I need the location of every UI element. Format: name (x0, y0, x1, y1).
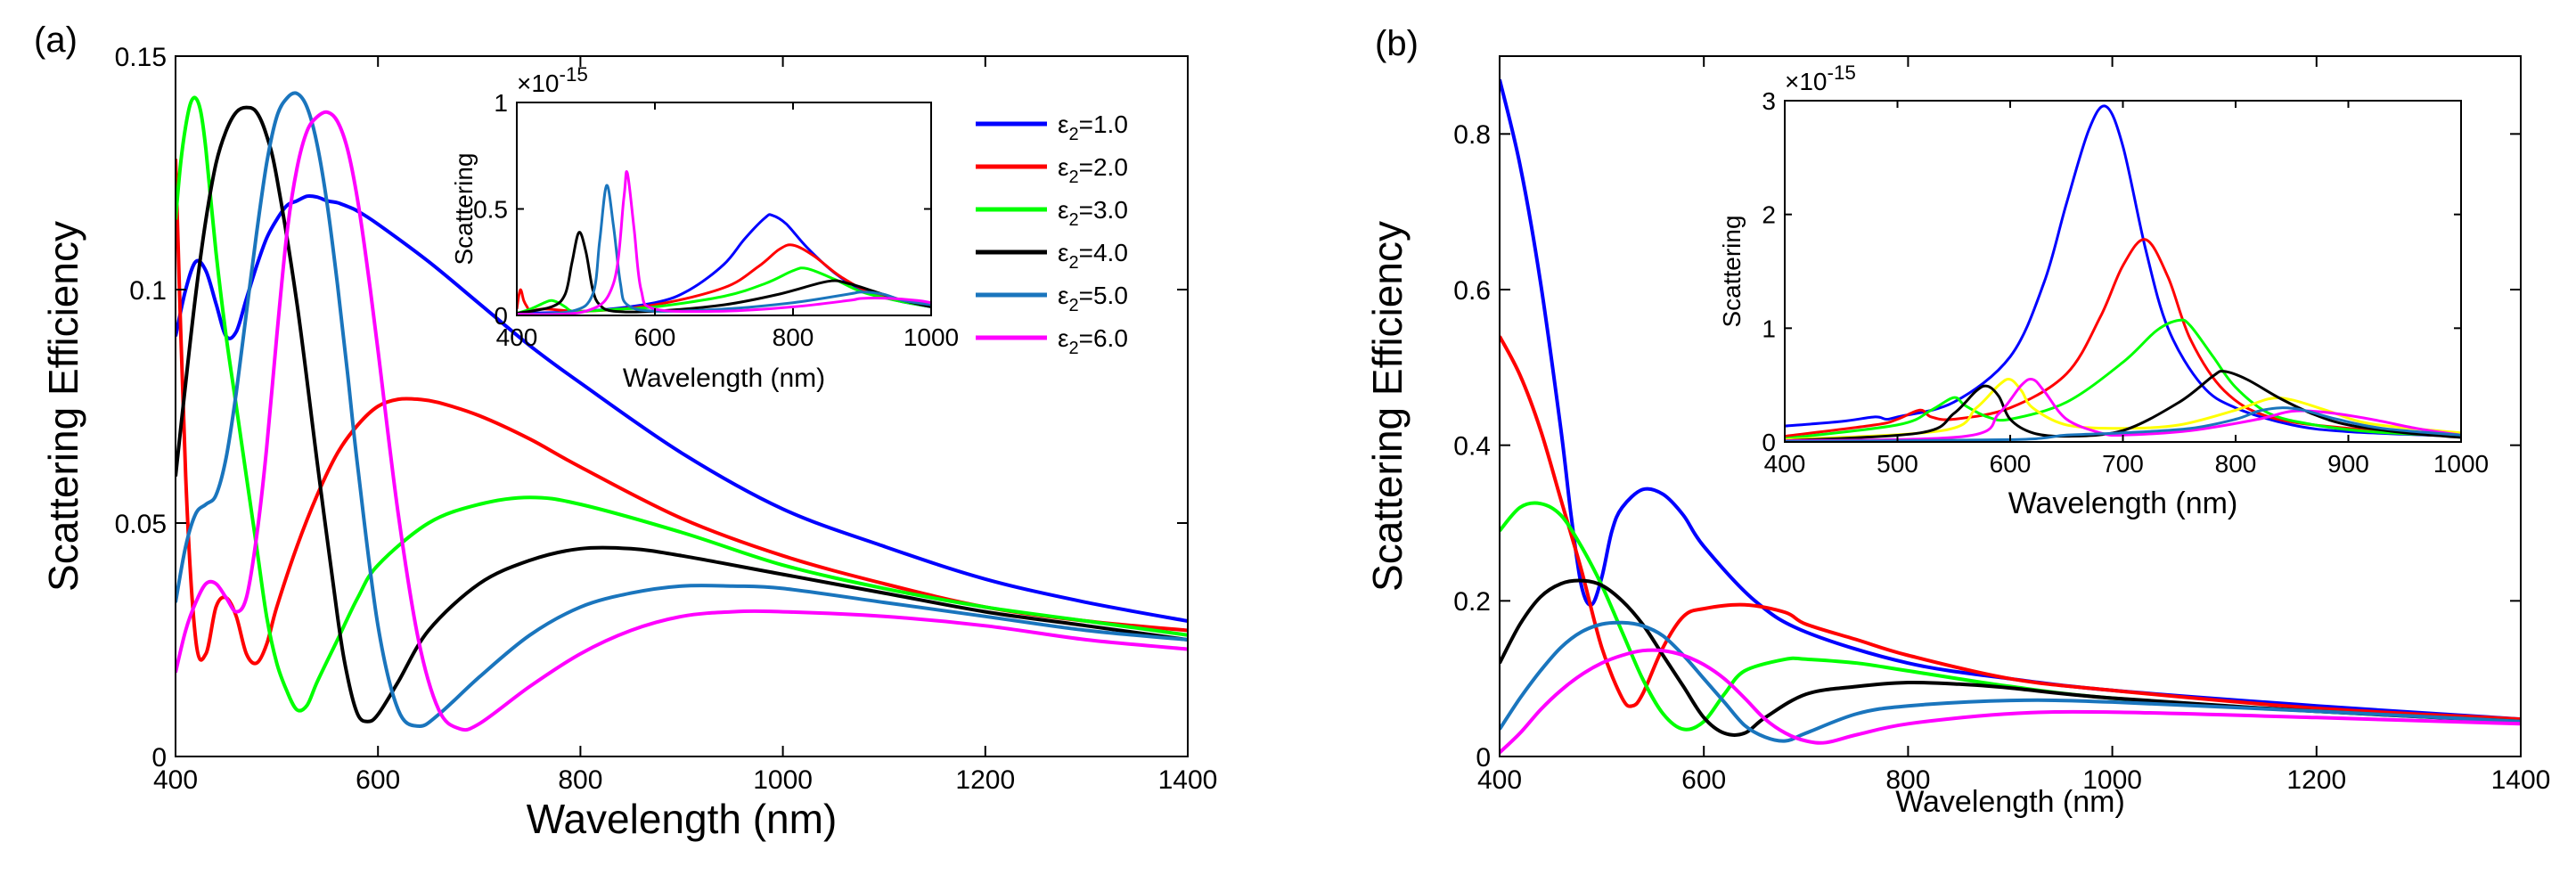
y-tick-label-a_main-1: 0.05 (115, 510, 167, 539)
x-tick-label-a_inset-1: 600 (634, 323, 676, 351)
x-tick-label-b_main-1: 600 (1681, 765, 1726, 795)
y-axis-label-a_main: Scattering Efficiency (40, 221, 86, 592)
y-tick-label-b_inset-1: 1 (1762, 315, 1776, 342)
x-tick-label-a_inset-3: 1000 (904, 323, 959, 351)
x-tick-label-b_inset-5: 900 (2327, 450, 2369, 478)
series-group-a_inset (517, 170, 931, 315)
x-tick-label-b_inset-6: 1000 (2433, 450, 2489, 478)
y-tick-label-b_main-4: 0.8 (1453, 120, 1491, 150)
legend: ε2=1.0 ε2=2.0 ε2=3.0 ε2=4.0 ε2=5.0 ε2=6.0 (976, 110, 1128, 358)
x-tick-label-b_inset-4: 800 (2215, 450, 2257, 478)
x-axis-label-b_main: Wavelength (nm) (1895, 785, 2125, 819)
x-axis-label-a_inset: Wavelength (nm) (623, 364, 825, 393)
legend-label-0: ε2=1.0 (1058, 110, 1128, 144)
series-line-a_main-4 (176, 91, 1188, 728)
x-tick-label-b_inset-3: 700 (2102, 450, 2144, 478)
series-line-a_inset-3 (517, 231, 931, 315)
series-group-b_main (1500, 78, 2521, 755)
x-tick-label-b_inset-0: 400 (1764, 450, 1806, 478)
x-tick-label-a_main-2: 800 (558, 765, 602, 795)
y-tick-label-a_inset-0: 0 (494, 302, 508, 330)
x-axis-label-a_main: Wavelength (nm) (527, 796, 838, 842)
series-group-a_main (176, 91, 1188, 732)
x-tick-label-b_main-3: 1000 (2082, 765, 2142, 795)
series-line-a_inset-4 (517, 184, 931, 315)
series-line-a_main-5 (176, 110, 1188, 732)
series-line-a_main-2 (176, 95, 1188, 713)
series-line-a_main-1 (176, 159, 1188, 666)
y-tick-label-b_inset-0: 0 (1762, 429, 1776, 456)
y-tick-label-a_inset-2: 1 (494, 89, 508, 117)
series-group-b_inset (1785, 104, 2461, 442)
series-line-a_inset-5 (517, 170, 931, 315)
y-tick-label-b_inset-3: 3 (1762, 87, 1776, 115)
legend-label-5: ε2=6.0 (1058, 324, 1128, 358)
y-axis-label-b_inset: Scattering (1718, 215, 1746, 327)
legend-label-2: ε2=3.0 (1058, 196, 1128, 230)
series-line-b_main-4 (1500, 620, 2521, 743)
x-tick-label-b_main-0: 400 (1477, 765, 1522, 795)
x-tick-label-b_main-5: 1400 (2491, 765, 2551, 795)
series-line-a_inset-1 (517, 243, 931, 313)
series-line-b_main-5 (1500, 648, 2521, 755)
chart-b_inset: 400 500 600 700 800 900 1000 0 1 2 3 Wavelength (nm… (1718, 61, 2489, 520)
x-axis-label-b_inset: Wavelength (nm) (2008, 487, 2238, 520)
x-tick-label-b_main-2: 800 (1885, 765, 1930, 795)
x-tick-label-a_main-3: 1000 (753, 765, 813, 795)
exponent-label-b_inset: ×10-15 (1785, 61, 1856, 95)
x-tick-label-a_inset-2: 800 (773, 323, 814, 351)
panel-label-a: (a) (34, 20, 78, 60)
x-tick-label-a_inset-0: 400 (496, 323, 538, 351)
x-tick-label-a_main-5: 1400 (1158, 765, 1218, 795)
y-tick-label-a_main-0: 0 (151, 743, 167, 773)
x-tick-label-b_inset-1: 500 (1877, 450, 1918, 478)
legend-label-3: ε2=4.0 (1058, 239, 1128, 273)
series-line-b_inset-2 (1785, 318, 2461, 440)
series-line-a_main-3 (176, 105, 1188, 724)
y-tick-label-b_main-0: 0 (1476, 743, 1491, 773)
x-tick-label-b_inset-2: 600 (1990, 450, 2032, 478)
x-tick-label-a_main-0: 400 (153, 765, 198, 795)
axes-frame-b_main (1499, 55, 2522, 757)
y-tick-label-a_main-2: 0.1 (129, 276, 167, 306)
y-tick-label-a_main-3: 0.15 (115, 43, 167, 72)
legend-label-1: ε2=2.0 (1058, 153, 1128, 187)
y-tick-label-a_inset-1: 0.5 (473, 196, 508, 224)
y-tick-label-b_main-3: 0.6 (1453, 276, 1491, 306)
plot-area-b_inset (1785, 101, 2461, 442)
exponent-label-a_inset: ×10-15 (517, 63, 588, 97)
series-line-b_inset-6 (1785, 406, 2461, 442)
x-tick-label-a_main-1: 600 (356, 765, 400, 795)
y-tick-label-b_main-1: 0.2 (1453, 587, 1491, 617)
legend-label-4: ε2=5.0 (1058, 282, 1128, 315)
panel-label-b: (b) (1375, 24, 1419, 63)
y-axis-label-a_inset: Scattering (450, 152, 478, 265)
series-line-b_main-3 (1500, 578, 2521, 737)
x-tick-label-b_main-4: 1200 (2286, 765, 2346, 795)
y-axis-label-b_main: Scattering Efficiency (1364, 221, 1411, 592)
chart-a_inset: 400 600 800 1000 0 0.5 1 Wavelength (nm) Scatter… (450, 63, 959, 393)
axes-frame-a_main (175, 55, 1189, 757)
y-tick-label-b_inset-2: 2 (1762, 201, 1776, 229)
x-tick-label-a_main-4: 1200 (955, 765, 1015, 795)
y-tick-label-b_main-2: 0.4 (1453, 431, 1491, 461)
plot-area-a_inset (517, 102, 931, 315)
